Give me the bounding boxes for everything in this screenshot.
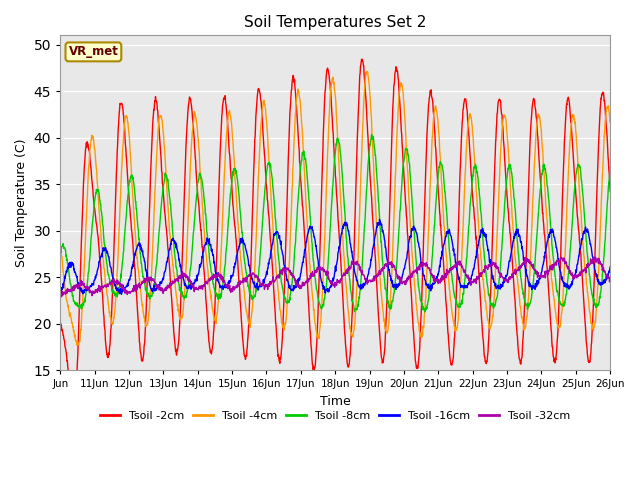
Tsoil -4cm [311,317,319,323]
Tsoil -32cm [58,294,65,300]
Legend: Tsoil -2cm, Tsoil -4cm, Tsoil -8cm, Tsoil -16cm, Tsoil -32cm: Tsoil -2cm, Tsoil -4cm, Tsoil -8cm, Tsoi… [96,406,575,425]
Tsoil -32cm [56,292,64,298]
Tsoil -32cm [546,264,554,270]
Tsoil -32cm [600,267,607,273]
Tsoil -8cm [310,267,318,273]
Tsoil -2cm [143,297,150,303]
Tsoil -8cm [321,296,328,302]
Tsoil -2cm [321,89,329,95]
Y-axis label: Soil Temperature (C): Soil Temperature (C) [15,139,28,267]
Tsoil -16cm [600,280,607,286]
Line: Tsoil -4cm: Tsoil -4cm [60,72,611,345]
Line: Tsoil -32cm: Tsoil -32cm [60,257,611,297]
Tsoil -4cm [607,119,614,125]
Line: Tsoil -2cm: Tsoil -2cm [60,60,611,417]
Tsoil -2cm [465,142,473,148]
Tsoil -16cm [143,269,150,275]
Tsoil -4cm [321,226,329,232]
Tsoil -2cm [600,93,607,99]
Tsoil -8cm [465,214,473,219]
Tsoil -4cm [56,240,64,245]
Tsoil -4cm [364,69,371,74]
Tsoil -32cm [321,268,329,274]
Tsoil -16cm [607,264,614,269]
Tsoil -4cm [600,143,607,149]
Tsoil -16cm [56,289,64,295]
Tsoil -4cm [143,322,150,328]
Tsoil -32cm [143,275,150,280]
Tsoil -2cm [70,414,77,420]
Line: Tsoil -8cm: Tsoil -8cm [60,134,611,312]
Tsoil -8cm [421,309,429,315]
Tsoil -8cm [142,285,150,291]
Tsoil -2cm [56,318,64,324]
Tsoil -2cm [358,57,365,62]
Text: VR_met: VR_met [68,46,118,59]
Tsoil -32cm [590,254,598,260]
Tsoil -8cm [368,132,376,137]
Tsoil -2cm [607,189,614,194]
Tsoil -4cm [546,259,554,264]
Tsoil -8cm [600,257,607,263]
Line: Tsoil -16cm: Tsoil -16cm [60,219,611,294]
Tsoil -32cm [465,278,473,284]
Tsoil -16cm [546,230,554,236]
Tsoil -4cm [73,342,81,348]
Tsoil -16cm [311,236,319,241]
Tsoil -16cm [321,290,329,296]
Tsoil -32cm [311,270,319,276]
Tsoil -2cm [311,366,319,372]
Tsoil -16cm [118,291,125,297]
Tsoil -16cm [465,279,473,285]
Tsoil -8cm [607,164,614,170]
Title: Soil Temperatures Set 2: Soil Temperatures Set 2 [244,15,426,30]
Tsoil -8cm [546,214,554,220]
Tsoil -4cm [465,112,473,118]
Tsoil -8cm [56,253,64,259]
X-axis label: Time: Time [320,395,351,408]
Tsoil -2cm [546,311,554,317]
Tsoil -16cm [376,216,383,222]
Tsoil -32cm [607,275,614,281]
